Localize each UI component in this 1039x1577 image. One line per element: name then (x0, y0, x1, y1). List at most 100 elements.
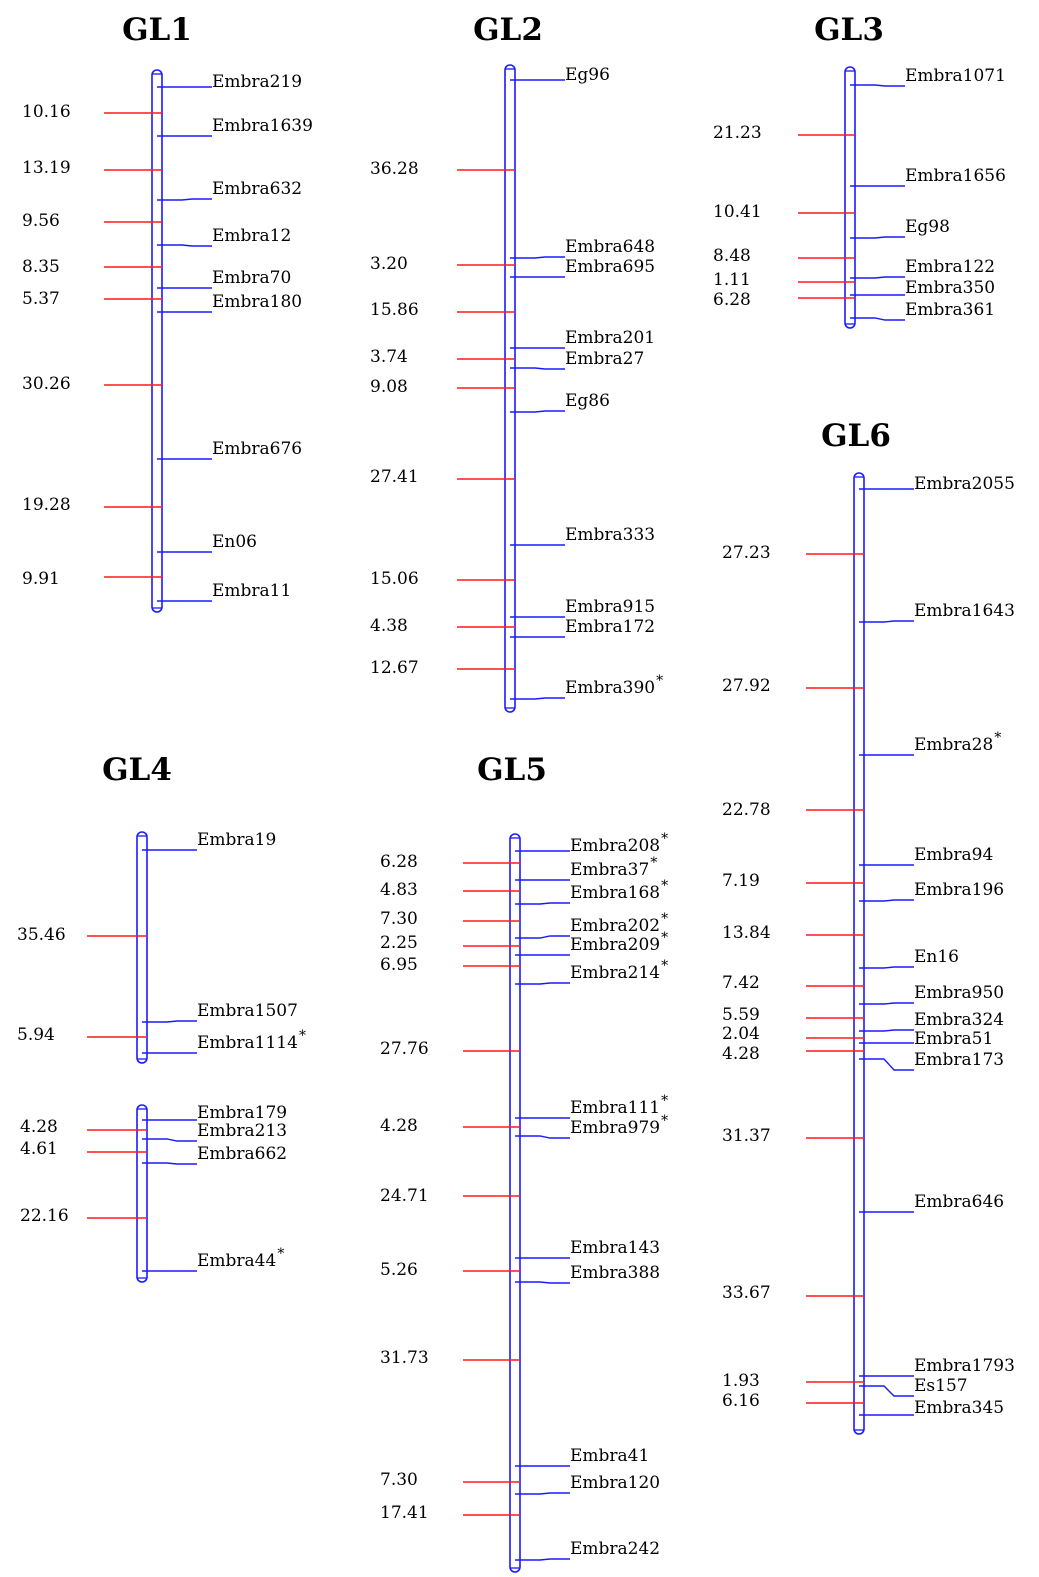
marker-label-embra201: Embra201 (565, 328, 655, 348)
marker-line-en16 (859, 966, 914, 969)
marker-label-eg96: Eg96 (565, 65, 610, 85)
marker-label-embra390: Embra390 (565, 678, 655, 698)
distance-label: 4.28 (380, 1116, 418, 1136)
marker-label-embra41: Embra41 (570, 1446, 649, 1466)
marker-label-embra950: Embra950 (914, 983, 1004, 1003)
distance-label: 1.11 (713, 270, 751, 290)
marker-line-embra122 (850, 276, 905, 279)
distance-label: 35.46 (17, 925, 66, 945)
marker-line-embra213 (142, 1138, 197, 1142)
distance-label: 3.74 (370, 347, 408, 367)
group-title-gl5: GL5 (477, 752, 547, 788)
marker-line-embra390 (510, 697, 565, 700)
marker-label-embra333: Embra333 (565, 525, 655, 545)
distance-label: 4.83 (380, 880, 418, 900)
marker-line-embra12 (157, 244, 212, 247)
significance-asterisk: * (661, 930, 668, 946)
marker-label-embra350: Embra350 (905, 278, 995, 298)
distance-label: 5.37 (22, 289, 60, 309)
distance-label: 17.41 (380, 1503, 429, 1523)
marker-label-embra28: Embra28 (914, 735, 993, 755)
marker-label-embra111: Embra111 (570, 1098, 660, 1118)
marker-line-embra168 (515, 902, 570, 905)
distance-label: 31.37 (722, 1126, 771, 1146)
distance-label: 9.56 (22, 211, 60, 231)
marker-label-embra1114: Embra1114 (197, 1033, 298, 1053)
marker-label-embra44: Embra44 (197, 1251, 276, 1271)
distance-label: 30.26 (22, 374, 71, 394)
marker-line-embra120 (515, 1492, 570, 1495)
marker-label-embra1507: Embra1507 (197, 1001, 298, 1021)
marker-line-embra979 (515, 1135, 570, 1139)
marker-line-embra388 (515, 1281, 570, 1284)
marker-label-embra695: Embra695 (565, 257, 655, 277)
distance-label: 9.08 (370, 377, 408, 397)
gl4-segment-1-chromosome (136, 831, 148, 1064)
marker-label-embra242: Embra242 (570, 1539, 660, 1559)
distance-label: 31.73 (380, 1348, 429, 1368)
marker-line-embra242 (515, 1558, 570, 1561)
distance-label: 13.84 (722, 923, 771, 943)
group-title-gl2: GL2 (473, 12, 543, 48)
marker-label-embra208: Embra208 (570, 836, 660, 856)
distance-label: 10.41 (713, 202, 762, 222)
significance-asterisk: * (656, 673, 663, 689)
marker-label-embra1643: Embra1643 (914, 601, 1015, 621)
marker-line-eg86 (510, 410, 565, 413)
distance-label: 36.28 (370, 159, 419, 179)
significance-asterisk: * (277, 1246, 284, 1262)
distance-label: 9.91 (22, 569, 60, 589)
distance-label: 22.16 (20, 1206, 69, 1226)
distance-label: 15.86 (370, 300, 419, 320)
distance-label: 8.48 (713, 246, 751, 266)
marker-label-embra213: Embra213 (197, 1121, 287, 1141)
distance-label: 6.28 (713, 290, 751, 310)
marker-label-eg98: Eg98 (905, 217, 950, 237)
marker-line-embra324 (859, 1029, 914, 1032)
marker-label-embra173: Embra173 (914, 1050, 1004, 1070)
marker-label-embra214: Embra214 (570, 963, 660, 983)
marker-line-embra27 (510, 367, 565, 370)
distance-label: 12.67 (370, 658, 419, 678)
marker-line-embra632 (157, 198, 212, 201)
marker-label-embra662: Embra662 (197, 1144, 287, 1164)
distance-label: 7.30 (380, 909, 418, 929)
distance-label: 2.04 (722, 1024, 760, 1044)
marker-label-embra2055: Embra2055 (914, 474, 1015, 494)
marker-label-embra143: Embra143 (570, 1238, 660, 1258)
significance-asterisk: * (661, 1113, 668, 1129)
marker-label-embra646: Embra646 (914, 1192, 1004, 1212)
gl1-chromosome (151, 69, 163, 613)
marker-label-embra37: Embra37 (570, 860, 649, 880)
group-title-gl6: GL6 (821, 418, 891, 454)
significance-asterisk: * (299, 1028, 306, 1044)
marker-label-embra168: Embra168 (570, 883, 660, 903)
marker-label-en16: En16 (914, 947, 959, 967)
marker-label-embra172: Embra172 (565, 617, 655, 637)
distance-label: 21.23 (713, 123, 762, 143)
distance-label: 6.28 (380, 852, 418, 872)
marker-line-embra214 (515, 982, 570, 985)
gl3-chromosome (844, 66, 856, 329)
marker-line-embra950 (859, 1002, 914, 1005)
significance-asterisk: * (661, 1093, 668, 1109)
distance-label: 4.28 (20, 1117, 58, 1137)
distance-label: 15.06 (370, 569, 419, 589)
distance-label: 33.67 (722, 1283, 771, 1303)
marker-label-embra361: Embra361 (905, 300, 995, 320)
marker-label-embra979: Embra979 (570, 1118, 660, 1138)
marker-label-embra202: Embra202 (570, 916, 660, 936)
distance-label: 6.95 (380, 955, 418, 975)
distance-label: 10.16 (22, 102, 71, 122)
distance-label: 27.41 (370, 467, 419, 487)
marker-line-embra361 (850, 317, 905, 321)
marker-label-en06: En06 (212, 532, 257, 552)
marker-label-embra1639: Embra1639 (212, 116, 313, 136)
distance-label: 1.93 (722, 1371, 760, 1391)
group-title-gl4: GL4 (102, 752, 172, 788)
marker-line-embra196 (859, 899, 914, 902)
distance-label: 13.19 (22, 158, 71, 178)
gl4-segment-2-chromosome (136, 1104, 148, 1283)
distance-label: 8.35 (22, 257, 60, 277)
